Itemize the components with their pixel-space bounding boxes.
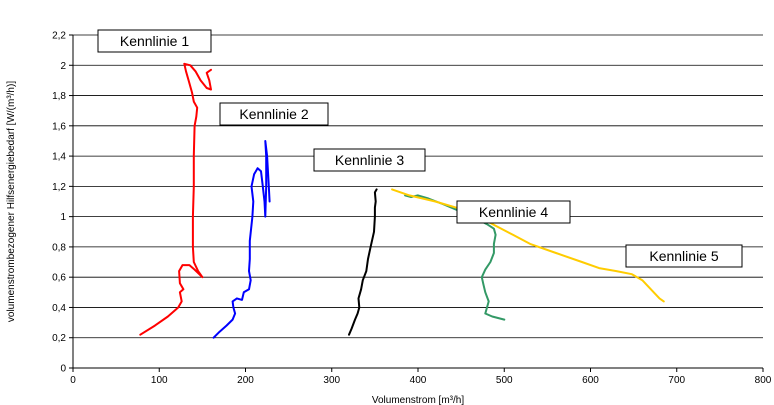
series-label-box (97, 29, 212, 53)
y-tick-label: 1 (60, 212, 66, 223)
y-tick-label: 2,2 (52, 31, 66, 42)
x-tick-label: 600 (582, 375, 599, 386)
x-tick-label: 0 (70, 375, 76, 386)
y-tick-label: 1,6 (52, 121, 66, 132)
y-tick-label: 1,8 (52, 91, 66, 102)
x-tick-label: 500 (496, 375, 513, 386)
y-tick-label: 0,8 (52, 242, 66, 253)
x-tick-label: 100 (151, 375, 168, 386)
x-axis-label: Volumenstrom [m³/h] (372, 395, 464, 405)
x-tick-label: 200 (237, 375, 254, 386)
series-labels: Kennlinie 1 Kennlinie 2 Kennlinie 3 Kennlin… (97, 29, 743, 268)
tick-labels: 0 0,2 0,4 0,6 0,8 1 1,2 1,4 1,6 1,8 2 2,2 0 100 200 300… (52, 31, 772, 387)
series-line-5 (391, 188, 665, 303)
series-label-text: Kennlinie 5 (649, 248, 718, 264)
y-tick-label: 1,4 (52, 152, 66, 163)
series-label-box (313, 148, 426, 172)
axes (69, 34, 764, 372)
series-label-text: Kennlinie 1 (120, 33, 189, 49)
y-tick-label: 2 (60, 61, 66, 72)
x-tick-label: 400 (410, 375, 427, 386)
series-label-box (456, 200, 571, 224)
series-line-2 (212, 140, 271, 339)
series-label-text: Kennlinie 3 (335, 152, 404, 168)
y-axis-label: volumenstrombezogener Hilfsenergiebedarf… (6, 81, 17, 322)
y-tick-label: 1,2 (52, 182, 66, 193)
x-tick-label: 800 (755, 375, 772, 386)
series-label-box (625, 244, 743, 268)
y-tick-label: 0,4 (52, 303, 66, 314)
series-label-text: Kennlinie 2 (239, 106, 308, 122)
series-line-1 (139, 62, 212, 336)
x-tick-label: 300 (323, 375, 340, 386)
y-tick-label: 0,6 (52, 273, 66, 284)
x-tick-label: 700 (668, 375, 685, 386)
y-tick-label: 0,2 (52, 333, 66, 344)
series-label-box (219, 102, 329, 126)
series-line-3 (348, 188, 378, 336)
series-lines (139, 62, 665, 339)
series-label-text: Kennlinie 4 (479, 204, 548, 220)
y-tick-label: 0 (60, 364, 66, 375)
